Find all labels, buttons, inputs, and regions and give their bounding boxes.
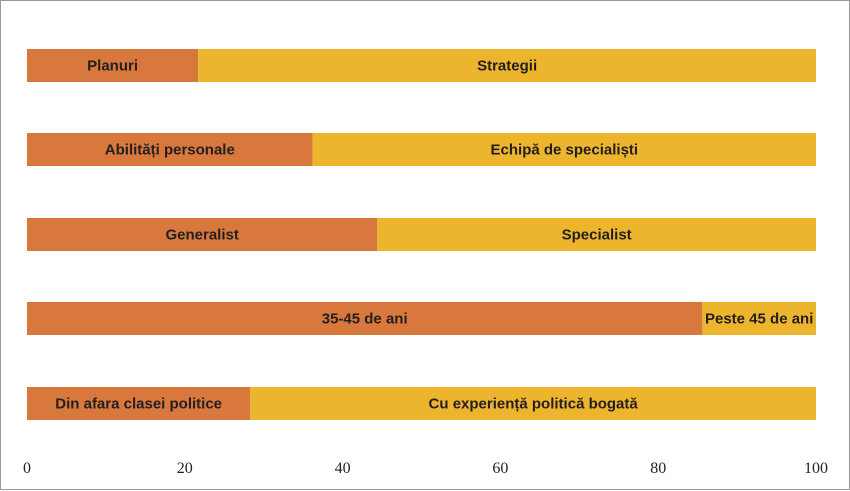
bar-label-right: Strategii [477, 58, 537, 75]
bar-segment-right [702, 302, 816, 335]
x-tick-label: 100 [804, 460, 828, 477]
bar-label-right: Cu experiență politică bogată [429, 396, 639, 413]
bar-segment-left [27, 387, 251, 420]
bar-row: Din afara clasei politice Cu experiență p… [27, 387, 817, 420]
bar-label-right: Echipă de specialiști [491, 142, 639, 159]
x-tick-label: 0 [23, 460, 31, 477]
bar-row: 35-45 de ani Peste 45 de ani [27, 302, 816, 335]
bar-row: Generalist Specialist [27, 218, 816, 251]
x-tick-label: 40 [335, 460, 351, 477]
bar-label-left: Abilități personale [105, 142, 235, 159]
bar-segment-right [312, 133, 816, 166]
bar-label-right: Peste 45 de ani [705, 311, 813, 328]
x-tick-label: 60 [492, 460, 508, 477]
bar-segment-right [198, 49, 816, 82]
x-tick-label: 20 [177, 460, 193, 477]
bar-segment-left [27, 218, 378, 251]
bar-segment-right [377, 218, 816, 251]
bar-row: Abilități personale Echipă de specialiști [27, 133, 816, 166]
bar-label-left: Din afara clasei politice [55, 396, 222, 413]
bar-segment-left [27, 302, 703, 335]
bars-layer: Planuri Strategii Abilități personale Echip… [27, 49, 817, 420]
bar-segment-left [27, 49, 199, 82]
bar-label-left: Generalist [165, 227, 238, 244]
bar-segment-right [250, 387, 817, 420]
bar-label-left: Planuri [87, 58, 138, 75]
bar-segment-left [27, 133, 313, 166]
bar-row: Planuri Strategii [27, 49, 816, 82]
bar-label-left: 35-45 de ani [322, 311, 408, 328]
bar-label-right: Specialist [562, 227, 632, 244]
x-axis: 0 20 40 60 80 100 [23, 460, 828, 477]
x-tick-label: 80 [650, 460, 666, 477]
